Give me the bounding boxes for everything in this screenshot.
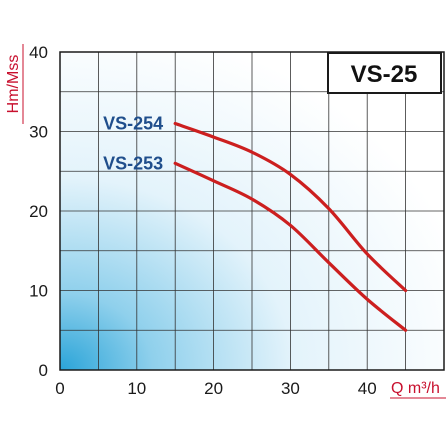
y-axis-label: Hm/Mss: [5, 55, 22, 114]
series-label-vs-253: VS-253: [103, 153, 163, 173]
y-tick-label: 30: [29, 123, 48, 142]
x-tick-label: 10: [127, 379, 146, 398]
y-tick-label: 10: [29, 282, 48, 301]
chart-title: VS-25: [351, 61, 418, 88]
series-label-vs-254: VS-254: [103, 114, 163, 134]
y-tick-label: 40: [29, 43, 48, 62]
series-line-vs-253: [173, 161, 408, 332]
y-tick-label: 20: [29, 202, 48, 221]
x-tick-label: 0: [55, 379, 64, 398]
tick-labels: 0 10 20 30 40 0 10 20 30 40: [29, 43, 377, 398]
x-tick-label: 40: [358, 379, 377, 398]
title-box: [327, 52, 442, 94]
grid-lines: [60, 52, 444, 370]
plot-frame: [59, 51, 445, 371]
x-tick-label: 20: [204, 379, 223, 398]
x-tick-label: 30: [281, 379, 300, 398]
series-line-vs-254: [173, 121, 408, 293]
y-tick-label: 0: [39, 361, 48, 380]
series-group: VS-254 VS-253: [103, 114, 408, 332]
x-axis-label: Q m³/h: [391, 380, 440, 397]
